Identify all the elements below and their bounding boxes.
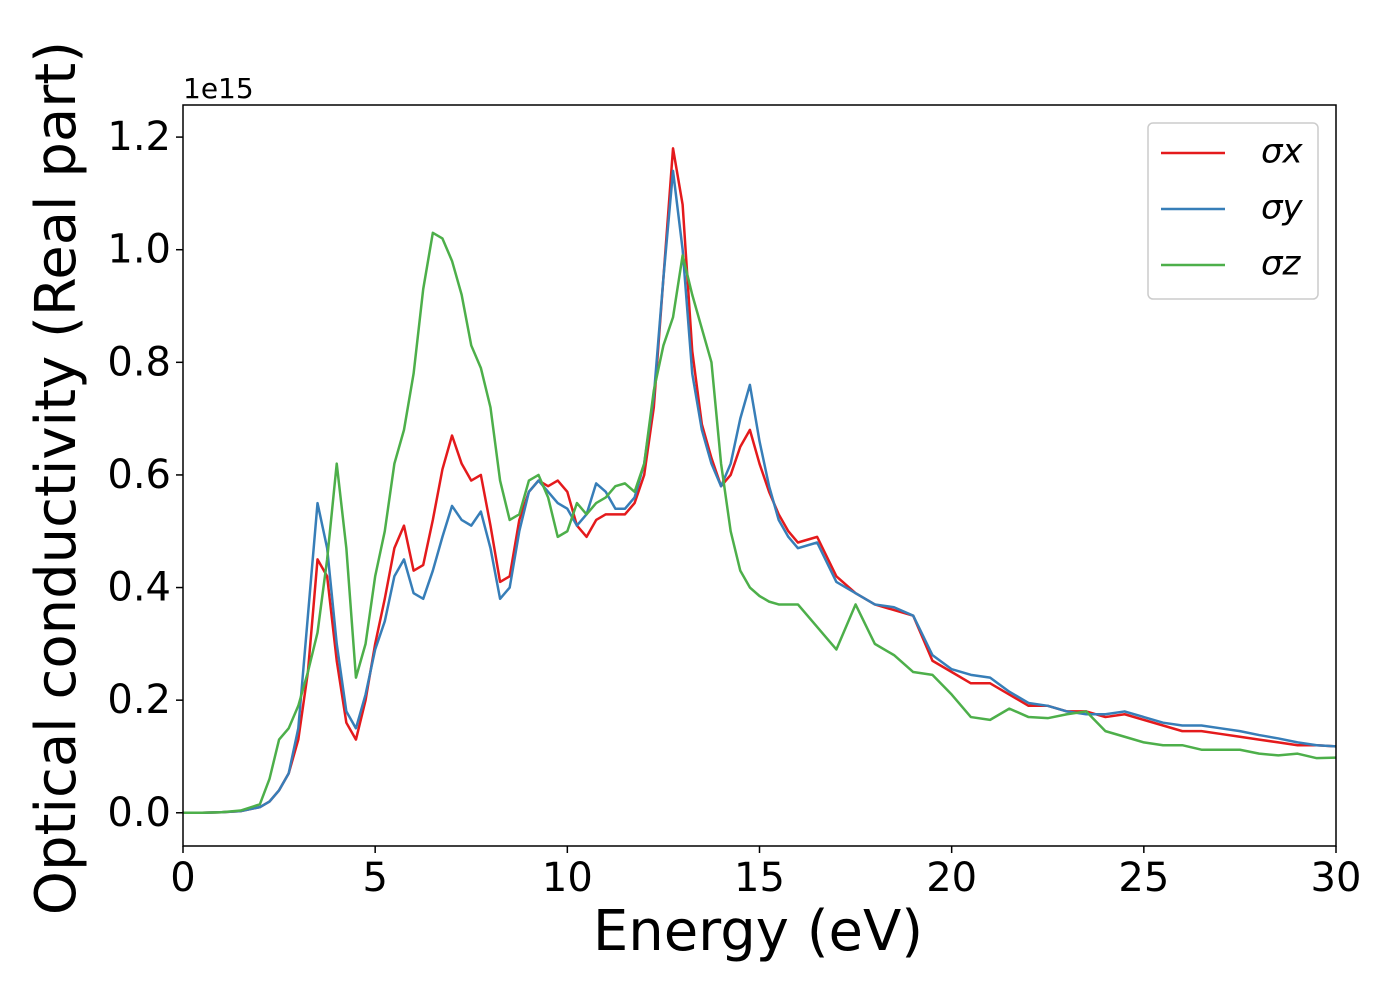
y-tick-label: 0.8 — [107, 339, 171, 385]
x-tick-label: 15 — [734, 855, 785, 901]
y-tick-label: 0.2 — [107, 677, 171, 723]
x-tick-label: 10 — [542, 855, 593, 901]
x-tick-label: 25 — [1118, 855, 1169, 901]
y-tick-label: 1.0 — [107, 227, 171, 273]
x-axis-label: Energy (eV) — [593, 899, 923, 964]
x-tick-label: 5 — [362, 855, 387, 901]
line-series — [183, 231, 1336, 815]
y-tick-label: 1.2 — [107, 114, 171, 160]
x-tick-label: 30 — [1311, 855, 1362, 901]
legend-label: σx — [1261, 132, 1304, 172]
plot-frame — [182, 104, 1337, 847]
y-axis-label: Optical conductivity (Real part) — [24, 41, 89, 915]
y-tick-label: 0.6 — [107, 452, 171, 498]
y-tick-label: 0.0 — [107, 790, 171, 836]
offset-label: 1e15 — [183, 72, 254, 105]
legend-label: σz — [1261, 244, 1302, 284]
x-tick-label: 20 — [926, 855, 977, 901]
x-tick-label: 0 — [170, 855, 195, 901]
legend-box — [1147, 122, 1319, 300]
y-tick-label: 0.4 — [107, 565, 171, 611]
legend-label: σy — [1261, 188, 1304, 228]
